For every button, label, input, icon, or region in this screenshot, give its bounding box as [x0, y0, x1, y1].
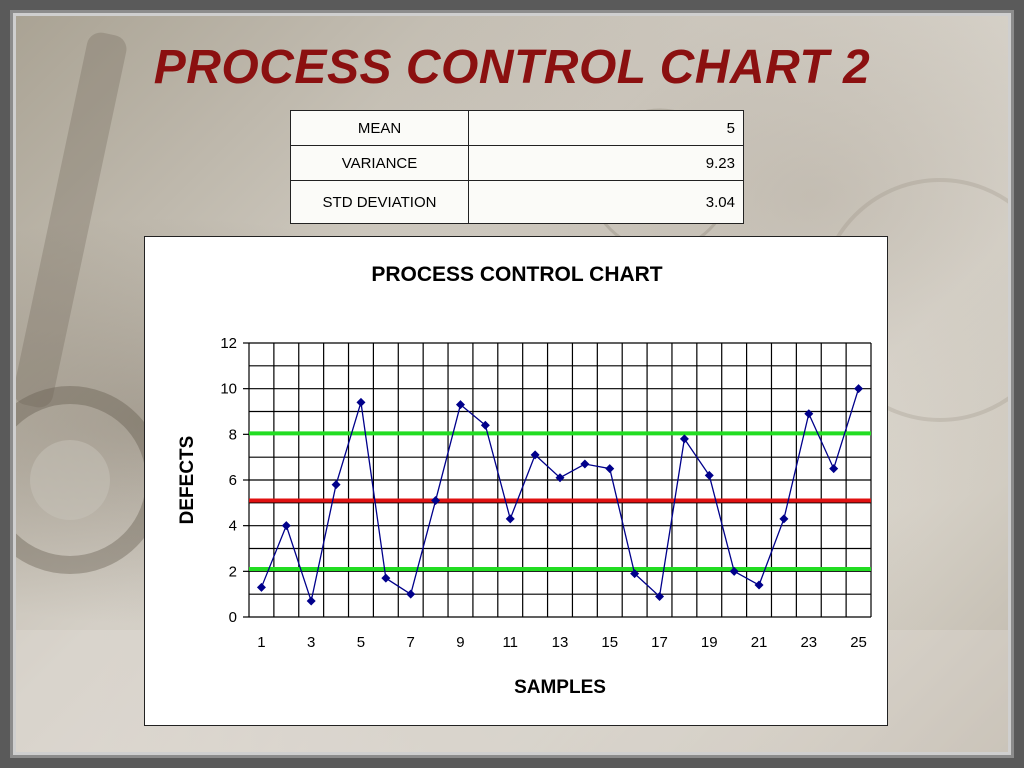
data-point-marker [281, 521, 291, 531]
control-chart: PROCESS CONTROL CHART SAMPLES DEFECTS 0 2… [177, 263, 872, 698]
y-tick-label: 2 [229, 563, 237, 580]
y-tick-label: 6 [229, 472, 237, 489]
chart-title: PROCESS CONTROL CHART [371, 263, 662, 286]
data-point-marker [505, 514, 515, 524]
data-point-marker [829, 464, 839, 474]
x-tick-label: 19 [701, 634, 718, 651]
data-point-marker [480, 420, 490, 430]
x-tick-label: 5 [357, 634, 365, 651]
data-point-marker [306, 596, 316, 606]
data-point-marker [630, 569, 640, 579]
statistics-table: MEAN 5 VARIANCE 9.23 STD DEVIATION 3.04 [290, 110, 744, 224]
y-tick-label: 12 [220, 335, 237, 352]
variance-value: 9.23 [468, 145, 744, 181]
y-tick-label: 8 [229, 426, 237, 443]
mean-value: 5 [468, 110, 744, 146]
table-row: VARIANCE 9.23 [290, 145, 744, 181]
data-point-marker [406, 589, 416, 599]
data-point-marker [655, 591, 665, 601]
data-point-marker [605, 464, 615, 474]
x-tick-label: 3 [307, 634, 315, 651]
y-tick-label: 10 [220, 381, 237, 398]
data-point-marker [381, 573, 391, 583]
x-tick-label: 21 [751, 634, 768, 651]
x-tick-label: 11 [502, 634, 518, 651]
data-point-marker [779, 514, 789, 524]
data-point-marker [431, 496, 441, 506]
data-point-marker [729, 566, 739, 576]
x-tick-label: 15 [601, 634, 618, 651]
x-tick-label: 13 [552, 634, 569, 651]
x-tick-label: 23 [800, 634, 817, 651]
data-point-marker [580, 459, 590, 469]
data-point-marker [455, 400, 465, 410]
std-deviation-value: 3.04 [468, 180, 744, 224]
data-point-marker [331, 480, 341, 490]
data-point-marker [704, 470, 714, 480]
data-point-marker [804, 409, 814, 419]
x-axis-label: SAMPLES [514, 677, 606, 698]
table-row: MEAN 5 [290, 110, 744, 146]
y-tick-label: 4 [229, 518, 237, 535]
x-tick-label: 9 [456, 634, 464, 651]
x-tick-label: 17 [651, 634, 668, 651]
variance-label: VARIANCE [290, 145, 469, 181]
data-point-marker [256, 582, 266, 592]
data-point-marker [854, 384, 864, 394]
mean-label: MEAN [290, 110, 469, 146]
x-tick-label: 1 [257, 634, 265, 651]
data-point-marker [555, 473, 565, 483]
y-axis-label: DEFECTS [177, 436, 198, 525]
data-point-marker [530, 450, 540, 460]
data-point-marker [679, 434, 689, 444]
x-tick-label: 25 [850, 634, 867, 651]
slide-title: PROCESS CONTROL CHART 2 [153, 41, 871, 94]
data-point-marker [754, 580, 764, 590]
y-tick-label: 0 [229, 609, 237, 626]
chart-container: PROCESS CONTROL CHART SAMPLES DEFECTS 0 2… [144, 236, 888, 726]
std-deviation-label: STD DEVIATION [290, 180, 469, 224]
x-tick-label: 7 [407, 634, 415, 651]
data-point-marker [356, 397, 366, 407]
table-row: STD DEVIATION 3.04 [290, 180, 744, 224]
